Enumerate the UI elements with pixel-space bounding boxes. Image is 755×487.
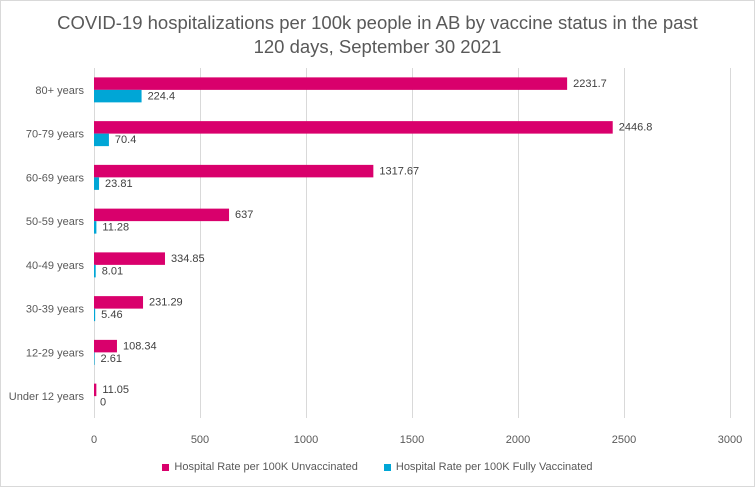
bar-series-1-category-0 [94,89,142,103]
x-tick-label-6: 3000 [718,434,742,446]
data-label-series-1-category-7: 0 [100,397,106,409]
x-tick-label-0: 0 [91,434,97,446]
data-label-series-0-category-7: 11.05 [102,384,129,396]
bar-series-0-category-6 [94,339,117,353]
bar-series-0-category-5 [94,296,144,309]
data-label-series-0-category-2: 1317.67 [379,165,419,177]
data-label-series-1-category-4: 8.01 [102,265,123,277]
category-label-2: 60-69 years [26,172,85,184]
legend-swatch-fully-vaccinated [383,463,391,471]
legend-label-fully-vaccinated: Hospital Rate per 100K Fully Vaccinated [395,461,593,473]
y-axis-categories: 80+ years 70-79 years 60-69 years 50-59 yea… [9,85,85,403]
data-label-series-0-category-3: 637 [235,209,253,221]
chart-title-line-1: COVID-19 hospitalizations per 100k peopl… [57,12,698,33]
data-label-series-0-category-0: 2231.7 [573,78,607,90]
data-label-series-1-category-2: 23.81 [105,178,133,190]
bar-series-0-category-7 [94,383,97,397]
category-label-3: 50-59 years [26,216,85,228]
legend-swatch-unvaccinated [162,463,170,471]
data-label-series-1-category-5: 5.46 [101,309,122,321]
bar-series-0-category-0 [94,77,568,90]
category-label-5: 30-39 years [26,304,85,316]
category-label-0: 80+ years [35,85,84,97]
data-label-series-0-category-5: 231.29 [149,297,183,309]
legend-item-fully-vaccinated: Hospital Rate per 100K Fully Vaccinated [383,461,593,473]
bar-series-1-category-5 [94,308,96,322]
category-label-7: Under 12 years [9,391,85,403]
bar-series-0-category-4 [94,252,165,265]
bar-series-0-category-1 [94,121,613,134]
data-label-series-0-category-1: 2446.8 [619,122,653,134]
bar-series-1-category-3 [94,221,97,234]
data-label-series-1-category-0: 224.4 [148,90,176,102]
data-label-series-1-category-6: 2.61 [101,353,122,365]
data-label-series-0-category-6: 108.34 [123,340,157,352]
chart-legend: Hospital Rate per 100K Unvaccinated Hosp… [1,461,754,473]
x-axis-ticks: 0 500 1000 1500 2000 2500 3000 [91,434,742,446]
bar-series-1-category-6 [94,352,95,365]
bar-series-1-category-1 [94,133,109,147]
category-label-6: 12-29 years [26,347,85,359]
data-label-series-0-category-4: 334.85 [171,253,205,265]
chart-title-line-2: 120 days, September 30 2021 [253,36,502,57]
bars [94,77,613,397]
x-tick-label-1: 500 [191,434,209,446]
chart-title: COVID-19 hospitalizations per 100k peopl… [1,11,754,59]
x-tick-label-3: 1500 [400,434,424,446]
bar-series-1-category-4 [94,264,96,278]
data-labels: 2231.7 2446.8 1317.67 637 334.85 231.29 108.34… [100,78,652,409]
legend-item-unvaccinated: Hospital Rate per 100K Unvaccinated [162,461,358,473]
grid-lines [94,68,731,418]
data-label-series-1-category-1: 70.4 [115,134,136,146]
x-tick-label-5: 2500 [612,434,636,446]
legend-label-unvaccinated: Hospital Rate per 100K Unvaccinated [174,461,358,473]
category-label-4: 40-49 years [26,260,85,272]
x-tick-label-4: 2000 [506,434,530,446]
bar-series-0-category-3 [94,208,230,222]
bar-series-1-category-2 [94,177,100,190]
bar-series-0-category-2 [94,164,374,178]
x-tick-label-2: 1000 [294,434,318,446]
data-label-series-1-category-3: 11.28 [102,222,129,234]
category-label-1: 70-79 years [26,129,85,141]
